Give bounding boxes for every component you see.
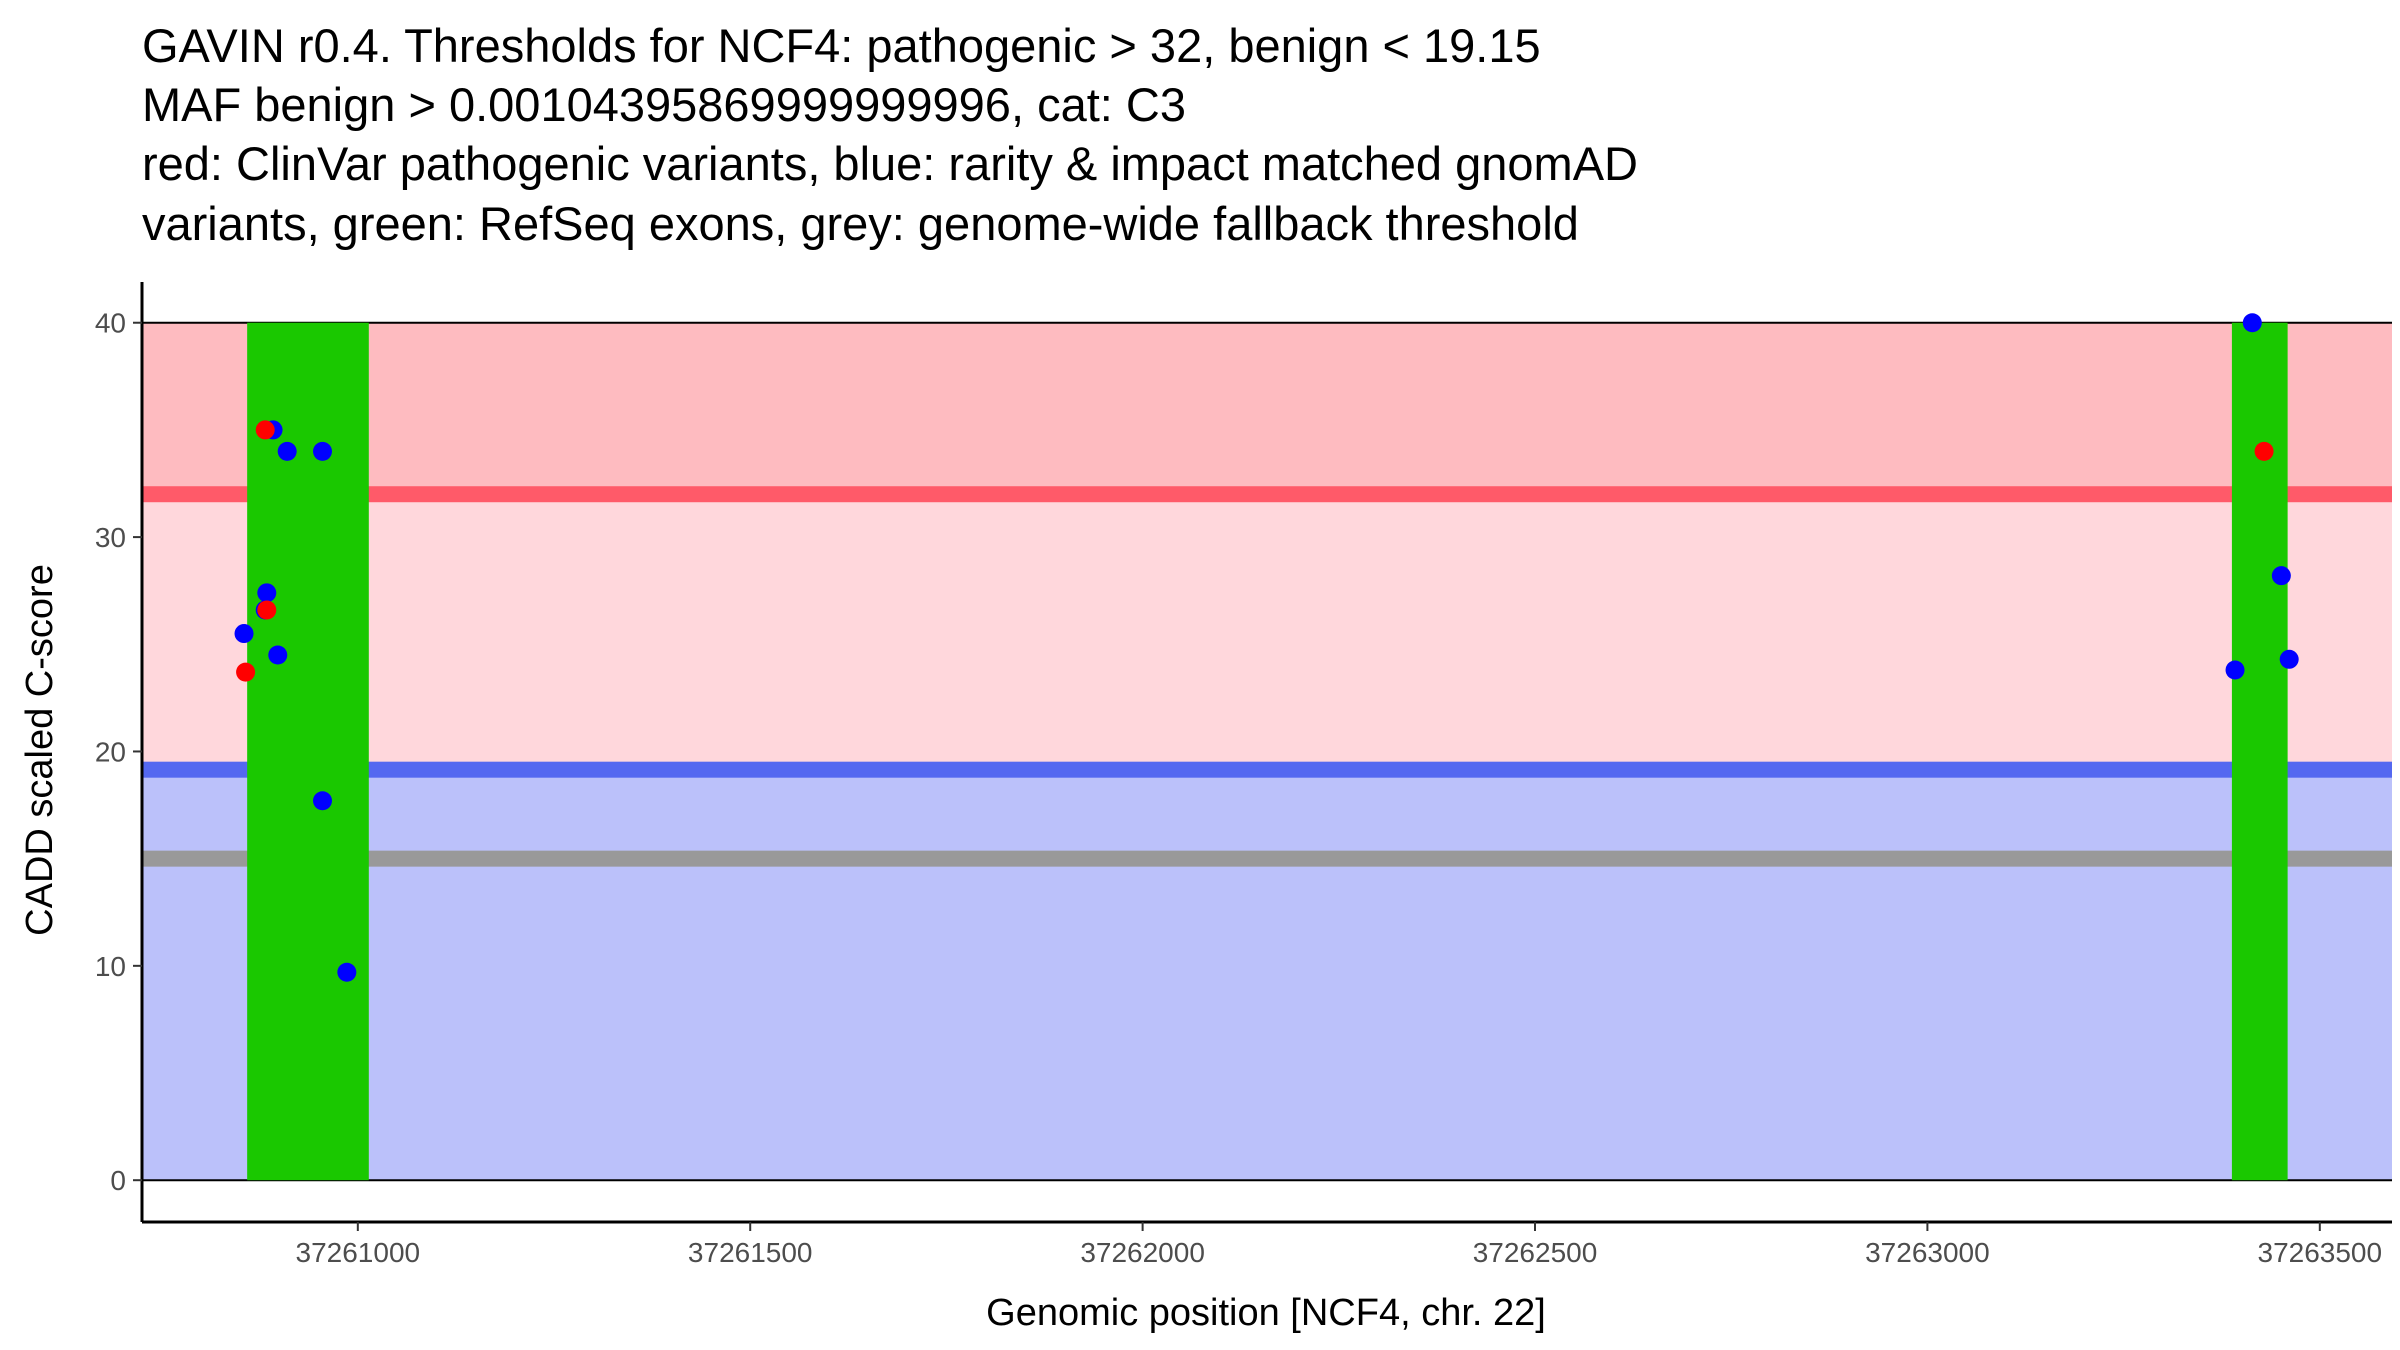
title-line-3: red: ClinVar pathogenic variants, blue: …: [142, 137, 1638, 190]
plot-area: [142, 313, 2392, 1182]
y-axis-title: CADD scaled C-score: [19, 564, 61, 936]
benign-zone: [142, 769, 2392, 1181]
pathogenic-threshold-line: [142, 486, 2392, 503]
gnomad-point: [2271, 566, 2291, 586]
exon-bar: [247, 322, 369, 1181]
title-line-2: MAF benign > 0.00104395869999999996, cat…: [142, 78, 1186, 131]
y-tick-label: 30: [95, 522, 126, 553]
gnomad-point: [2225, 660, 2245, 680]
gnomad-point: [313, 791, 333, 811]
title-line-4: variants, green: RefSeq exons, grey: gen…: [142, 197, 1579, 250]
gnomad-point: [268, 645, 288, 665]
fallback-threshold-line: [142, 850, 2392, 867]
benign-threshold-line: [142, 761, 2392, 778]
y-tick-label: 20: [95, 736, 126, 767]
x-tick-label: 37262000: [1080, 1237, 1205, 1268]
x-tick-label: 37262500: [1473, 1237, 1598, 1268]
gnomad-point: [277, 441, 297, 461]
clinvar-point: [255, 420, 275, 440]
clinvar-point: [236, 662, 256, 682]
gnomad-point: [337, 962, 357, 982]
gnomad-point: [313, 441, 333, 461]
clinvar-point: [2254, 441, 2274, 461]
gnomad-point: [2279, 649, 2299, 669]
y-tick-label: 40: [95, 308, 126, 339]
x-axis-title: Genomic position [NCF4, chr. 22]: [986, 1292, 1546, 1334]
y-tick-label: 0: [110, 1165, 126, 1196]
pathogenic-zone: [142, 322, 2392, 495]
gnomad-point: [257, 583, 277, 603]
x-tick-label: 37263500: [2258, 1237, 2383, 1268]
chart-title: GAVIN r0.4. Thresholds for NCF4: pathoge…: [142, 19, 1638, 250]
axes: 0 10 20 30 40 37261000 37261500 37262000 3726250…: [95, 282, 2392, 1268]
y-tick-label: 10: [95, 951, 126, 982]
gnomad-point: [234, 624, 254, 644]
gnomad-point: [2242, 313, 2262, 333]
clinvar-point: [257, 600, 277, 620]
title-line-1: GAVIN r0.4. Thresholds for NCF4: pathoge…: [142, 19, 1541, 72]
x-tick-label: 37263000: [1865, 1237, 1990, 1268]
exon-bar: [2231, 322, 2288, 1181]
x-tick-label: 37261500: [688, 1237, 813, 1268]
x-tick-label: 37261000: [296, 1237, 421, 1268]
vus-zone: [142, 494, 2392, 770]
